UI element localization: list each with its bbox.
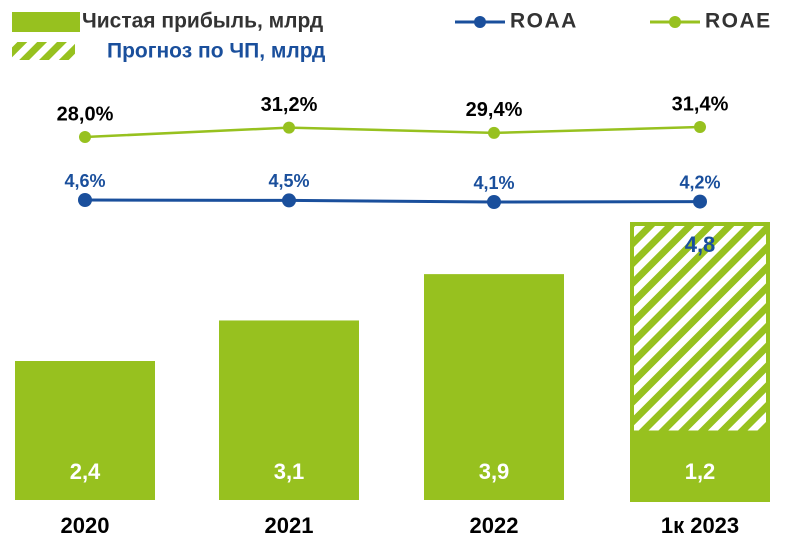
legend-swatch (12, 42, 75, 60)
point (488, 126, 500, 139)
point (283, 121, 295, 134)
legend-label: ROAA (510, 10, 578, 33)
point (693, 194, 707, 209)
line-value-label: 31,4% (672, 93, 729, 115)
forecast-value-label: 4,8 (685, 232, 716, 257)
bar-value-label: 3,9 (479, 459, 510, 484)
line-value-label: 29,4% (466, 99, 523, 121)
line-value-label: 4,2% (679, 172, 720, 192)
point (78, 193, 92, 207)
line-roae (84, 125, 701, 139)
legend-label: Чистая прибыль, млрд (82, 10, 323, 33)
legend-swatch (12, 12, 80, 32)
bar-value-label: 2,4 (70, 459, 101, 484)
x-tick-label: 2022 (470, 513, 519, 538)
legend-swatch (669, 16, 681, 28)
line-value-label: 28,0% (57, 103, 114, 125)
bar (630, 430, 770, 500)
point (487, 195, 501, 209)
x-tick-label: 2020 (61, 513, 110, 538)
bar-value-label: 1,2 (685, 459, 716, 484)
point (282, 193, 296, 208)
x-tick-label: 1к 2023 (661, 513, 739, 538)
line-value-label: 31,2% (261, 94, 318, 116)
legend-swatch (474, 16, 486, 28)
legend-label: ROAE (705, 10, 772, 33)
point (79, 131, 91, 143)
point (694, 121, 706, 133)
line-value-label: 4,1% (473, 173, 514, 193)
x-tick-label: 2021 (265, 513, 314, 538)
legend-label: Прогноз по ЧП, млрд (107, 40, 325, 63)
line-roaa (84, 198, 701, 204)
bar-value-label: 3,1 (274, 459, 305, 484)
line-value-label: 4,6% (64, 171, 105, 191)
bar (15, 361, 155, 500)
bar (424, 274, 564, 500)
line-value-label: 4,5% (268, 171, 309, 191)
bar (219, 320, 359, 500)
